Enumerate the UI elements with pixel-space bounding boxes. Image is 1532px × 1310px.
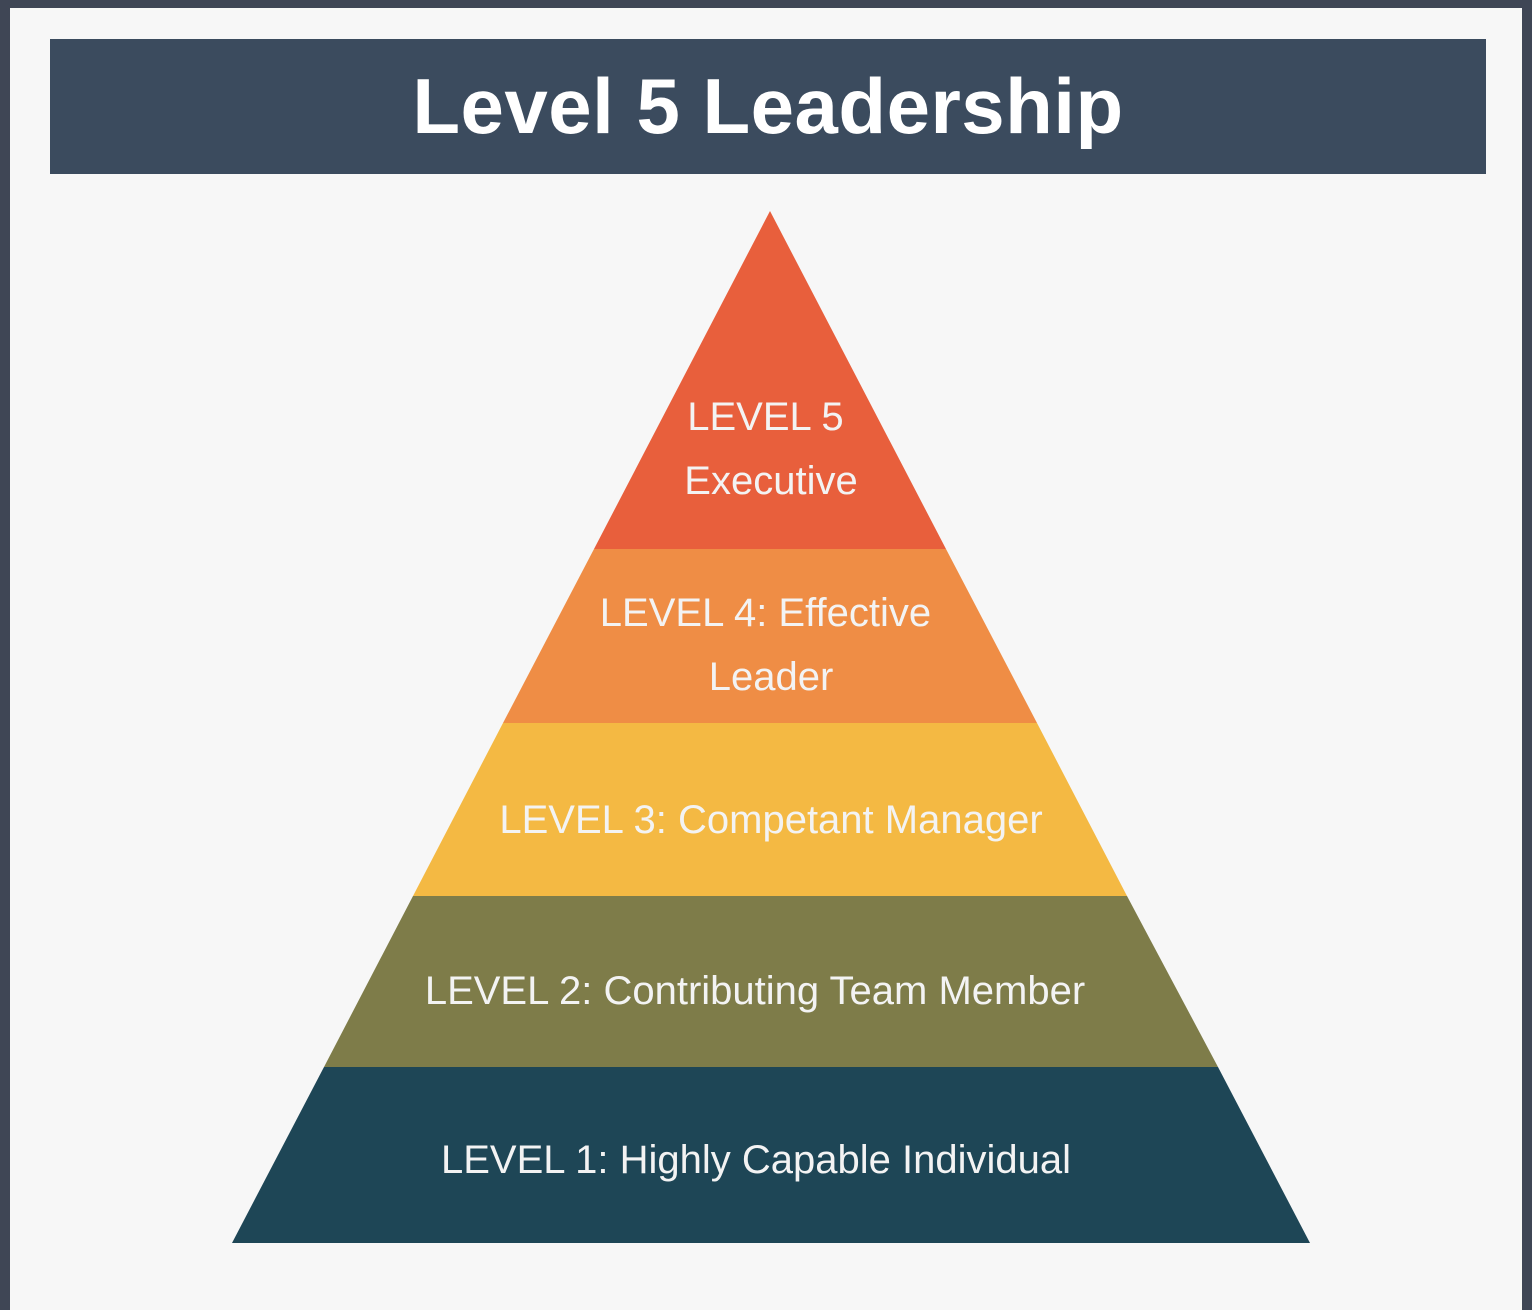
tier-1-label: LEVEL 1: Highly Capable Individual <box>441 1138 1071 1182</box>
tier-4-label-line-1: LEVEL 4: Effective <box>600 591 931 635</box>
title-bar: Level 5 Leadership <box>50 39 1486 174</box>
pyramid-tier-2 <box>324 896 1218 1067</box>
tier-3-label-line-1: LEVEL 3: Competant Manager <box>499 798 1042 842</box>
tier-2-label: LEVEL 2: Contributing Team Member <box>425 969 1085 1013</box>
tier-2-label-line-1: LEVEL 2: Contributing Team Member <box>425 969 1085 1013</box>
tier-4-label: LEVEL 4: Effective Leader <box>600 591 942 699</box>
page-title: Level 5 Leadership <box>412 62 1124 150</box>
pyramid-tier-4 <box>503 549 1037 723</box>
pyramid-tier-3 <box>413 723 1127 896</box>
tier-1-label-line-1: LEVEL 1: Highly Capable Individual <box>441 1138 1071 1182</box>
tier-3-label: LEVEL 3: Competant Manager <box>499 798 1042 842</box>
tier-5-label-line-2: Executive <box>684 459 857 503</box>
pyramid-tier-5 <box>594 211 946 549</box>
tier-5-label: LEVEL 5 Executive <box>684 395 857 503</box>
tier-4-label-line-2: Leader <box>709 655 834 699</box>
pyramid-tier-1 <box>232 1067 1310 1243</box>
tier-5-label-line-1: LEVEL 5 <box>687 395 843 439</box>
